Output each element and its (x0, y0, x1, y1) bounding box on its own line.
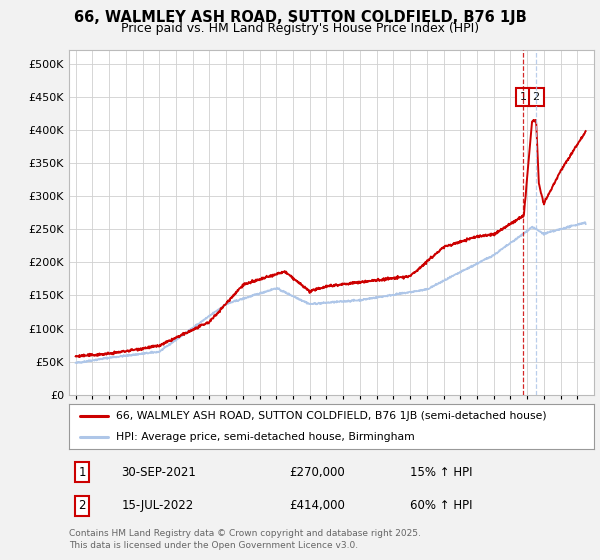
Text: Price paid vs. HM Land Registry's House Price Index (HPI): Price paid vs. HM Land Registry's House … (121, 22, 479, 35)
Text: 30-SEP-2021: 30-SEP-2021 (121, 465, 196, 479)
Text: 15% ↑ HPI: 15% ↑ HPI (410, 465, 473, 479)
Text: 66, WALMLEY ASH ROAD, SUTTON COLDFIELD, B76 1JB (semi-detached house): 66, WALMLEY ASH ROAD, SUTTON COLDFIELD, … (116, 412, 547, 422)
Text: £270,000: £270,000 (290, 465, 345, 479)
Text: 1: 1 (520, 92, 526, 102)
Text: Contains HM Land Registry data © Crown copyright and database right 2025.
This d: Contains HM Land Registry data © Crown c… (69, 529, 421, 550)
Text: 1: 1 (79, 465, 86, 479)
Text: £414,000: £414,000 (290, 499, 346, 512)
Text: 60% ↑ HPI: 60% ↑ HPI (410, 499, 473, 512)
Text: 66, WALMLEY ASH ROAD, SUTTON COLDFIELD, B76 1JB: 66, WALMLEY ASH ROAD, SUTTON COLDFIELD, … (74, 10, 526, 25)
Text: 15-JUL-2022: 15-JUL-2022 (121, 499, 194, 512)
Text: 2: 2 (533, 92, 540, 102)
Text: HPI: Average price, semi-detached house, Birmingham: HPI: Average price, semi-detached house,… (116, 432, 415, 442)
Text: 2: 2 (79, 499, 86, 512)
